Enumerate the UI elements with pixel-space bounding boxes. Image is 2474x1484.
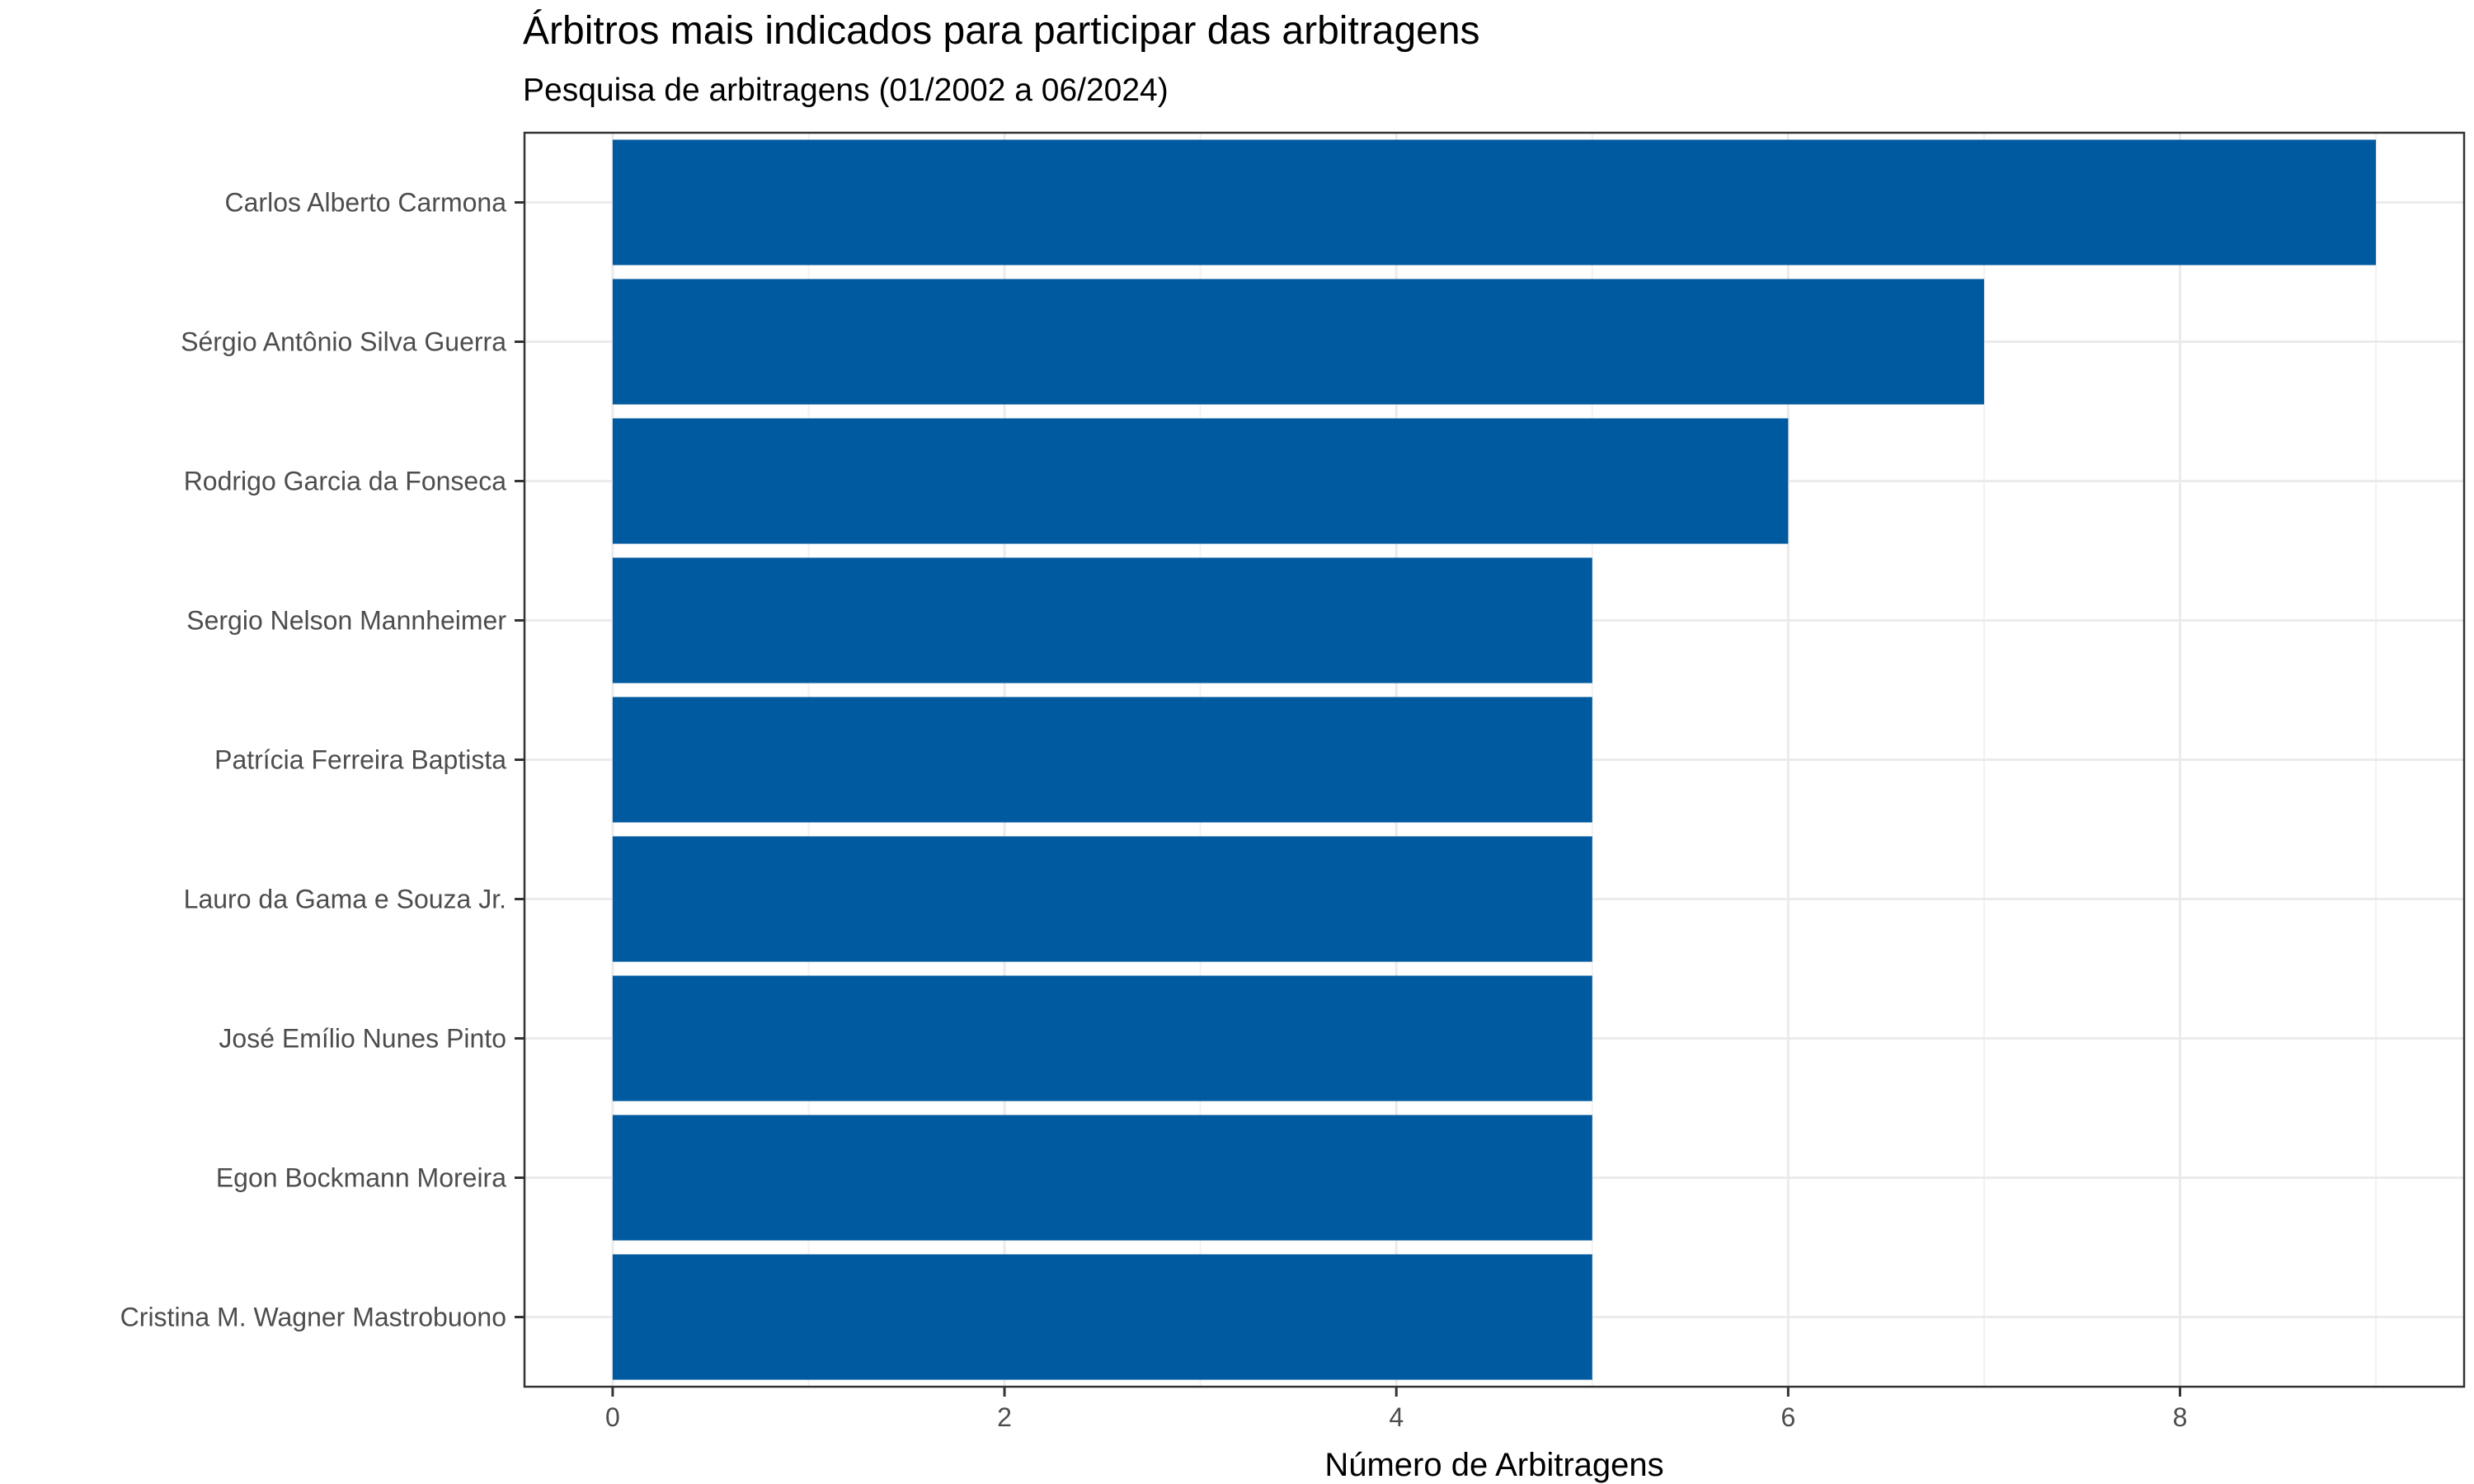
bars <box>612 139 2377 1380</box>
bar <box>612 975 1592 1101</box>
x-tick-label: 6 <box>1780 1402 1795 1432</box>
bar <box>612 139 2377 265</box>
x-tick-label: 8 <box>2173 1402 2188 1432</box>
x-tick-label: 4 <box>1389 1402 1404 1432</box>
y-tick-label: Carlos Alberto Carmona <box>225 188 507 218</box>
x-tick-label: 2 <box>997 1402 1012 1432</box>
y-tick-label: José Emílio Nunes Pinto <box>219 1024 506 1054</box>
x-axis-title: Número de Arbitragens <box>1324 1447 1663 1483</box>
y-tick-label: Patrícia Ferreira Baptista <box>214 745 506 775</box>
bar <box>612 1254 1592 1380</box>
bar <box>612 418 1789 544</box>
chart-subtitle: Pesquisa de arbitragens (01/2002 a 06/20… <box>523 73 1169 108</box>
chart-title: Árbitros mais indicados para participar … <box>523 9 1480 53</box>
y-tick-label: Cristina M. Wagner Mastrobuono <box>120 1303 506 1332</box>
bar <box>612 557 1592 683</box>
x-axis: 0 2 4 6 8 <box>605 1387 2187 1432</box>
y-tick-label: Lauro da Gama e Souza Jr. <box>184 885 506 914</box>
x-tick-label: 0 <box>605 1402 620 1432</box>
y-tick-label: Rodrigo Garcia da Fonseca <box>184 467 507 496</box>
y-axis: Carlos Alberto Carmona Sérgio Antônio Sil… <box>120 188 524 1332</box>
y-tick-label: Sérgio Antônio Silva Guerra <box>181 327 506 357</box>
bar <box>612 697 1592 823</box>
bar <box>612 1115 1592 1241</box>
y-tick-label: Egon Bockmann Moreira <box>216 1163 506 1193</box>
y-tick-label: Sergio Nelson Mannheimer <box>186 606 506 636</box>
bar <box>612 279 1984 405</box>
bar <box>612 836 1592 962</box>
